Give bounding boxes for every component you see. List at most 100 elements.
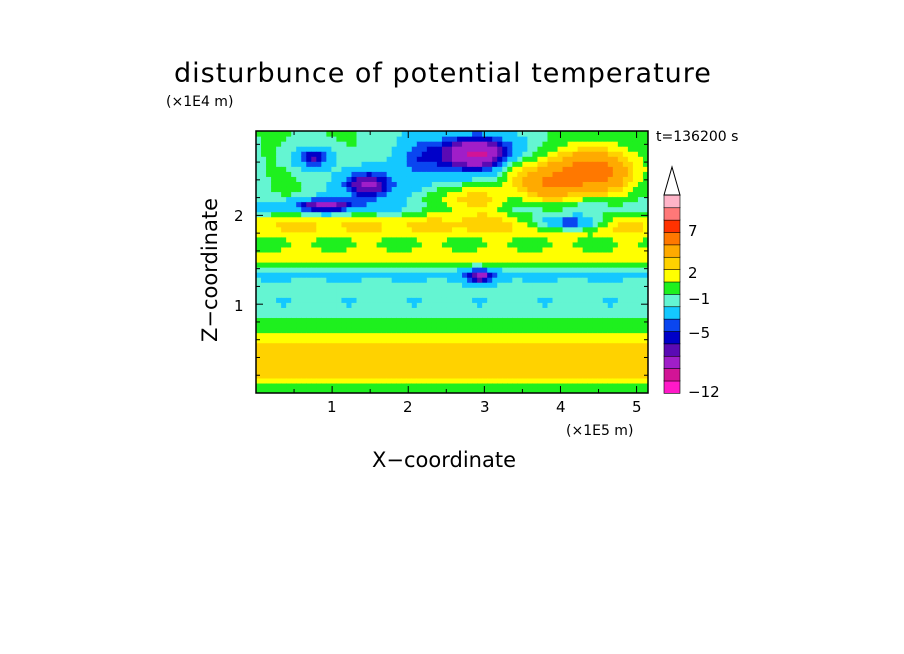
field-cell [627, 176, 634, 182]
field-cell [341, 382, 348, 389]
field-cell [441, 251, 448, 258]
field-cell [431, 161, 438, 167]
field-cell [256, 307, 262, 313]
field-cell [331, 191, 338, 198]
field-cell [642, 136, 648, 142]
field-cell [452, 347, 458, 354]
field-cell [271, 231, 277, 238]
field-cell [306, 382, 312, 389]
field-cell [487, 236, 493, 243]
field-cell [316, 136, 322, 142]
field-cell [472, 201, 478, 208]
field-cell [276, 387, 282, 393]
field-cell [296, 347, 302, 354]
field-cell [331, 342, 338, 349]
field-cell [406, 141, 413, 147]
field-cell [457, 151, 463, 157]
field-cell [532, 216, 539, 223]
field-cell [271, 327, 277, 334]
field-cell [627, 367, 634, 374]
field-cell [637, 256, 644, 263]
field-cell [632, 171, 639, 177]
field-cell [281, 161, 287, 167]
field-cell [291, 181, 297, 188]
field-cell [316, 226, 322, 233]
field-cell [436, 241, 443, 248]
field-cell [396, 317, 403, 324]
field-cell [431, 352, 438, 359]
field-cell [562, 256, 569, 263]
field-cell [642, 332, 648, 339]
field-cell [306, 226, 312, 233]
field-cell [557, 287, 564, 293]
field-cell [487, 246, 493, 253]
field-cell [567, 226, 574, 233]
field-cell [446, 156, 453, 162]
field-cell [261, 151, 267, 157]
field-cell [622, 272, 629, 278]
field-cell [346, 377, 353, 384]
field-cell [472, 312, 478, 319]
field-cell [482, 277, 488, 283]
field-cell [582, 181, 589, 188]
field-cell [477, 256, 483, 263]
field-cell [582, 357, 589, 364]
field-cell [311, 262, 317, 268]
field-cell [346, 272, 353, 278]
field-cell [577, 352, 584, 359]
field-cell [602, 382, 609, 389]
field-cell [607, 166, 614, 172]
field-cell [391, 246, 398, 253]
field-cell [391, 337, 398, 344]
field-cell [632, 277, 639, 283]
field-cell [477, 236, 483, 243]
field-cell [276, 322, 282, 329]
field-cell [276, 362, 282, 369]
field-cell [276, 372, 282, 379]
field-cell [441, 256, 448, 263]
field-cell [492, 256, 498, 263]
field-cell [587, 171, 594, 177]
field-cell [446, 206, 453, 213]
field-cell [457, 161, 463, 167]
field-cell [457, 176, 463, 182]
field-cell [291, 337, 297, 344]
field-cell [567, 146, 574, 152]
field-cell [306, 367, 312, 374]
field-cell [346, 251, 353, 258]
field-cell [457, 312, 463, 319]
field-cell [411, 347, 418, 354]
field-cell [441, 362, 448, 369]
field-cell [371, 342, 378, 349]
field-cell [291, 201, 297, 208]
field-cell [522, 302, 528, 308]
field-cell [386, 312, 393, 319]
field-cell [632, 221, 639, 228]
field-cell [507, 342, 513, 349]
field-cell [366, 312, 373, 319]
field-cell [522, 241, 528, 248]
field-cell [522, 297, 528, 303]
field-cell [366, 282, 373, 288]
field-cell [527, 211, 534, 218]
field-cell [607, 367, 614, 374]
field-cell [577, 297, 584, 303]
x-tick-label: 1 [327, 398, 337, 416]
field-cell [276, 241, 282, 248]
field-cell [426, 231, 433, 238]
field-cell [607, 317, 614, 324]
field-cell [562, 277, 569, 283]
field-cell [351, 337, 358, 344]
field-cell [416, 151, 423, 157]
field-cell [261, 256, 267, 263]
field-cell [306, 337, 312, 344]
field-cell [261, 382, 267, 389]
field-cell [492, 161, 498, 167]
field-cell [617, 201, 624, 208]
field-cell [517, 327, 523, 334]
field-cell [457, 246, 463, 253]
field-cell [401, 277, 408, 283]
field-cell [607, 287, 614, 293]
field-cell [416, 181, 423, 188]
field-cell [256, 327, 262, 334]
